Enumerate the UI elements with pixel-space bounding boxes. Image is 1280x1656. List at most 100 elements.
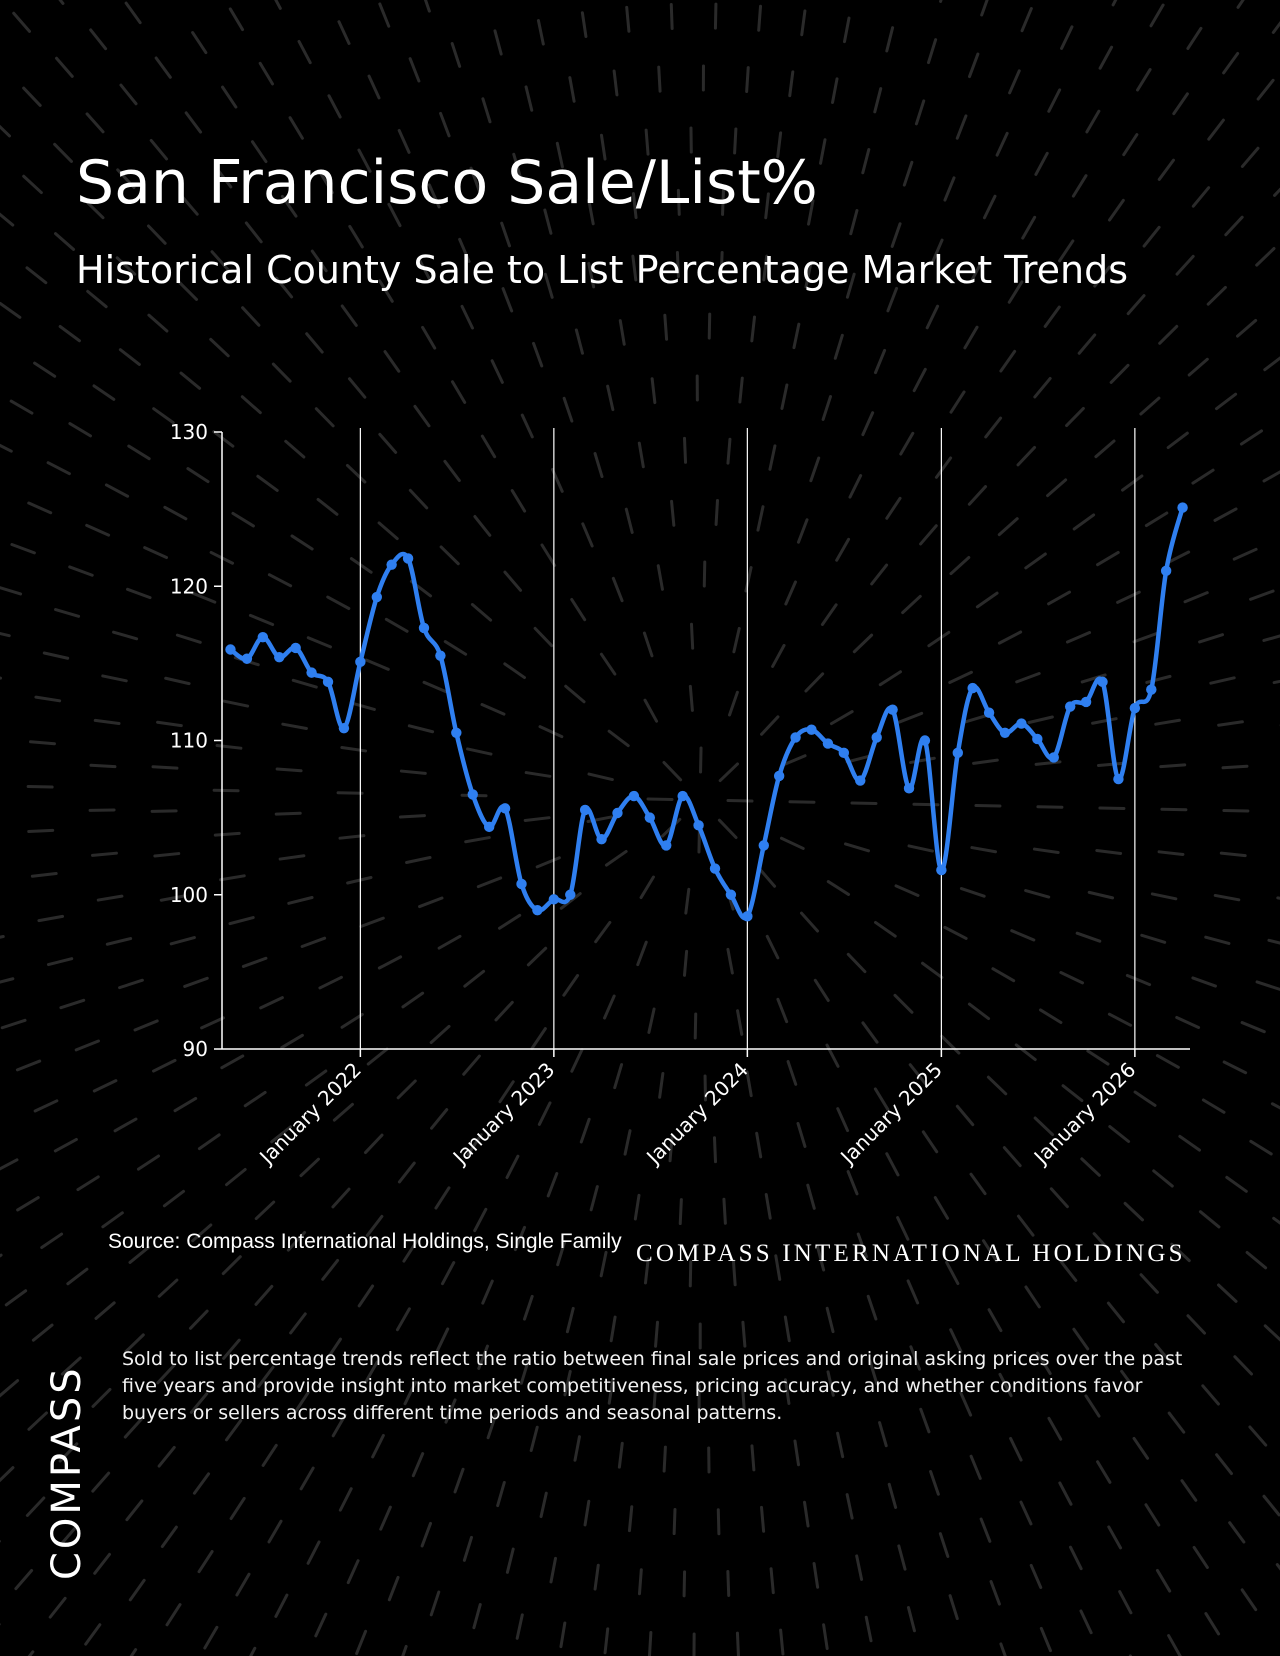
pattern-dash [123, 1417, 143, 1439]
pattern-dash [579, 1117, 591, 1144]
pattern-dash [1039, 1626, 1052, 1653]
pattern-dash [520, 413, 534, 439]
pattern-dash [885, 26, 895, 53]
pattern-dash [156, 1363, 176, 1385]
pattern-dash [427, 183, 441, 209]
pattern-dash [116, 168, 136, 189]
pattern-dash [129, 1648, 138, 1656]
pattern-dash [310, 249, 328, 273]
pattern-dash [816, 1245, 826, 1272]
pattern-dash [225, 1167, 247, 1187]
pattern-dash [1201, 1384, 1220, 1406]
pattern-dash [1183, 591, 1209, 604]
pattern-dash [800, 911, 820, 933]
pattern-dash [874, 920, 897, 938]
pattern-dash [1240, 146, 1260, 168]
pattern-dash [254, 1200, 276, 1221]
pattern-dash [299, 1157, 320, 1178]
pattern-dash [771, 643, 786, 668]
pattern-dash [55, 56, 74, 78]
pattern-dash [101, 674, 128, 683]
pattern-dash [652, 1382, 658, 1410]
pattern-dash [599, 652, 617, 676]
pattern-dash [684, 887, 691, 915]
pattern-dash [873, 1087, 890, 1111]
pattern-dash [897, 711, 924, 724]
pattern-dash [600, 133, 607, 161]
pattern-dash [781, 754, 807, 767]
pattern-dash [430, 1108, 449, 1130]
pattern-dash [716, 1508, 721, 1536]
pattern-dash [4, 1289, 28, 1307]
pattern-dash [437, 934, 462, 950]
pattern-dash [886, 286, 899, 313]
data-point [451, 727, 462, 738]
pattern-dash [331, 1187, 351, 1209]
pattern-dash [1072, 1327, 1090, 1351]
pattern-dash [290, 534, 314, 551]
pattern-dash [1157, 850, 1185, 857]
pattern-dash [480, 434, 497, 459]
pattern-dash [31, 1323, 54, 1342]
pattern-dash [186, 467, 210, 484]
data-point [887, 704, 898, 715]
y-tick-label: 120 [170, 574, 208, 598]
pattern-dash [856, 1232, 868, 1259]
pattern-dash [418, 896, 444, 909]
pattern-dash [1109, 363, 1130, 384]
pattern-dash [1158, 324, 1179, 345]
pattern-dash [627, 1505, 634, 1533]
pattern-dash [274, 0, 282, 10]
pattern-dash [1108, 198, 1125, 222]
pattern-dash [1209, 676, 1236, 685]
pattern-dash [733, 127, 738, 155]
pattern-dash [280, 1033, 304, 1050]
pattern-dash [434, 1186, 451, 1210]
pattern-dash [1263, 356, 1280, 372]
pattern-dash [1178, 1134, 1202, 1152]
pattern-dash [825, 1306, 835, 1334]
pattern-dash [1217, 1283, 1238, 1303]
data-point [306, 667, 317, 678]
pattern-dash [299, 1466, 315, 1491]
pattern-dash [94, 1301, 116, 1320]
data-point [1113, 773, 1124, 785]
pattern-dash [826, 1370, 835, 1397]
pattern-dash [53, 142, 73, 163]
pattern-dash [989, 1580, 1001, 1606]
pattern-dash [967, 1002, 991, 1021]
pattern-dash [604, 849, 628, 867]
pattern-dash [157, 1278, 179, 1298]
pattern-dash [726, 437, 732, 465]
pattern-dash [355, 1629, 368, 1656]
pattern-dash [1228, 1521, 1246, 1544]
pattern-dash [1214, 392, 1238, 411]
pattern-dash [1217, 720, 1244, 727]
pattern-dash [741, 1320, 747, 1348]
pattern-dash [654, 1320, 659, 1348]
pattern-dash [718, 762, 739, 783]
pattern-dash [678, 1198, 683, 1226]
pattern-dash [287, 896, 314, 905]
pattern-dash [1046, 478, 1068, 498]
pattern-dash [780, 383, 789, 410]
pattern-dash [925, 304, 940, 330]
pattern-dash [91, 851, 118, 857]
pattern-dash [893, 993, 914, 1014]
pattern-dash [411, 1452, 425, 1478]
data-point [499, 803, 511, 814]
pattern-dash [1027, 715, 1054, 725]
pattern-dash [214, 166, 233, 189]
pattern-dash [164, 676, 191, 686]
pattern-dash [1272, 679, 1280, 685]
pattern-dash [1175, 254, 1195, 276]
pattern-dash [377, 521, 399, 541]
pattern-dash [481, 97, 492, 124]
pattern-dash [831, 77, 839, 104]
pattern-dash [0, 212, 15, 227]
pattern-dash [46, 461, 71, 476]
pattern-dash [760, 715, 780, 736]
pattern-dash [813, 978, 830, 1002]
pattern-dash [1175, 1015, 1201, 1029]
pattern-dash [538, 725, 564, 739]
